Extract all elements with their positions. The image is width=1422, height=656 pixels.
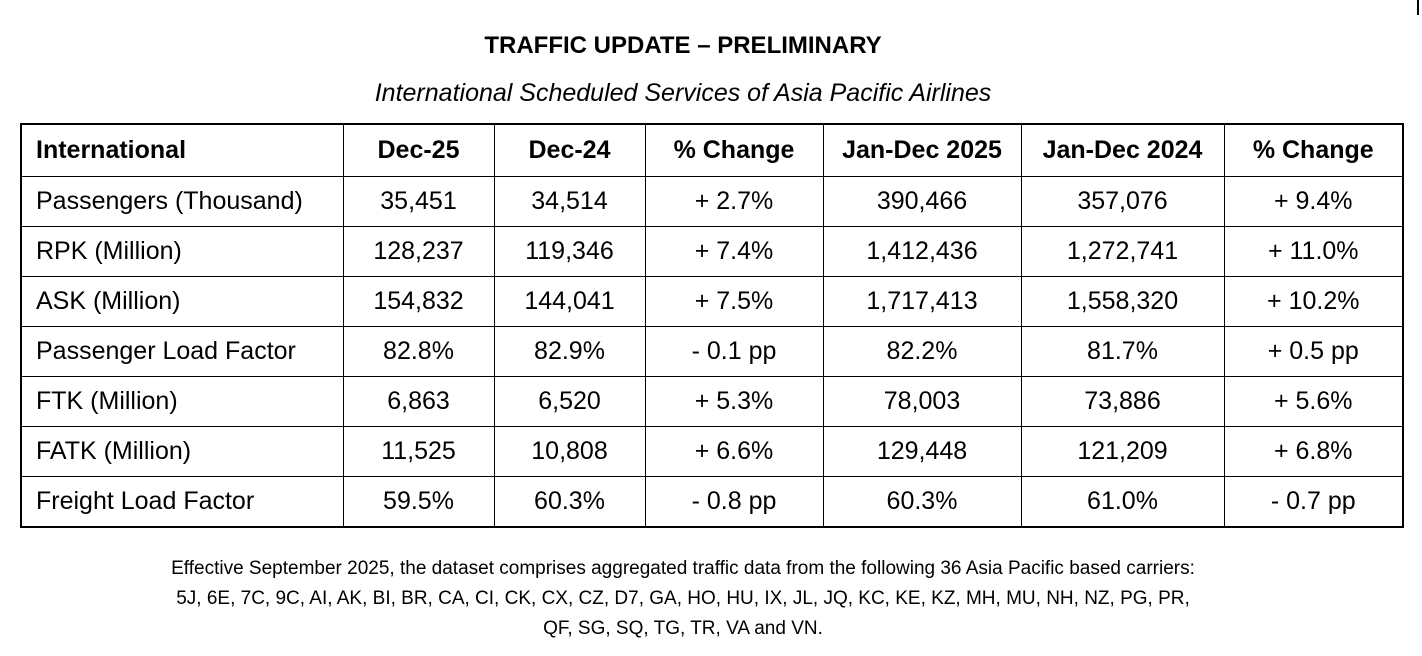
table-header-row: International Dec-25 Dec-24 % Change Jan… (20, 123, 1404, 177)
table-cell: 1,272,741 (1020, 226, 1225, 277)
table-cell: 6,520 (493, 376, 646, 427)
table-cell: 154,832 (342, 276, 495, 327)
table-row: Passenger Load Factor 82.8% 82.9% - 0.1 … (20, 326, 1404, 377)
table-cell: 128,237 (342, 226, 495, 277)
table-cell: 129,448 (822, 426, 1022, 477)
table-cell: + 11.0% (1223, 226, 1404, 277)
row-label: RPK (Million) (20, 226, 344, 277)
table-cell: 34,514 (493, 176, 646, 227)
table-cell: 119,346 (493, 226, 646, 277)
page-edge-mark (1417, 0, 1422, 15)
table-cell: 1,558,320 (1020, 276, 1225, 327)
table-cell: 82.8% (342, 326, 495, 377)
table-cell: - 0.7 pp (1223, 476, 1404, 528)
table-cell: + 7.5% (644, 276, 824, 327)
table-cell: 121,209 (1020, 426, 1225, 477)
column-header-jan-dec-2025: Jan-Dec 2025 (822, 123, 1022, 177)
table-cell: + 2.7% (644, 176, 824, 227)
table-cell: 82.2% (822, 326, 1022, 377)
table-cell: 60.3% (493, 476, 646, 528)
page-title: TRAFFIC UPDATE – PRELIMINARY (484, 32, 882, 59)
table-cell: + 10.2% (1223, 276, 1404, 327)
row-label: ASK (Million) (20, 276, 344, 327)
table-cell: 82.9% (493, 326, 646, 377)
table-row: RPK (Million) 128,237 119,346 + 7.4% 1,4… (20, 226, 1404, 277)
table-row: FTK (Million) 6,863 6,520 + 5.3% 78,003 … (20, 376, 1404, 427)
column-header-monthly-change: % Change (644, 123, 824, 177)
table-cell: 60.3% (822, 476, 1022, 528)
table-cell: - 0.8 pp (644, 476, 824, 528)
table-cell: 357,076 (1020, 176, 1225, 227)
table-row: Freight Load Factor 59.5% 60.3% - 0.8 pp… (20, 476, 1404, 528)
page-subtitle: International Scheduled Services of Asia… (374, 79, 992, 107)
table-cell: 81.7% (1020, 326, 1225, 377)
table-cell: 390,466 (822, 176, 1022, 227)
table-cell: + 5.3% (644, 376, 824, 427)
table-row: FATK (Million) 11,525 10,808 + 6.6% 129,… (20, 426, 1404, 477)
column-header-dec-24: Dec-24 (493, 123, 646, 177)
row-label: Freight Load Factor (20, 476, 344, 528)
table-cell: + 5.6% (1223, 376, 1404, 427)
traffic-table: International Dec-25 Dec-24 % Change Jan… (20, 123, 1404, 528)
table-cell: + 6.8% (1223, 426, 1404, 477)
table-cell: 61.0% (1020, 476, 1225, 528)
table-cell: 59.5% (342, 476, 495, 528)
table-cell: 10,808 (493, 426, 646, 477)
column-header-international: International (20, 123, 344, 177)
table-cell: + 9.4% (1223, 176, 1404, 227)
table-row: ASK (Million) 154,832 144,041 + 7.5% 1,7… (20, 276, 1404, 327)
table-cell: 144,041 (493, 276, 646, 327)
table-cell: + 7.4% (644, 226, 824, 277)
row-label: Passengers (Thousand) (20, 176, 344, 227)
footnote-line: 5J, 6E, 7C, 9C, AI, AK, BI, BR, CA, CI, … (176, 588, 1190, 609)
column-header-ytd-change: % Change (1223, 123, 1404, 177)
table-cell: + 0.5 pp (1223, 326, 1404, 377)
table-cell: 78,003 (822, 376, 1022, 427)
table-row: Passengers (Thousand) 35,451 34,514 + 2.… (20, 176, 1404, 227)
row-label: FATK (Million) (20, 426, 344, 477)
carriers-footnote: Effective September 2025, the dataset co… (0, 554, 1366, 644)
column-header-dec-25: Dec-25 (342, 123, 495, 177)
table-cell: 73,886 (1020, 376, 1225, 427)
row-label: Passenger Load Factor (20, 326, 344, 377)
table-cell: 35,451 (342, 176, 495, 227)
table-cell: 11,525 (342, 426, 495, 477)
table-cell: - 0.1 pp (644, 326, 824, 377)
column-header-jan-dec-2024: Jan-Dec 2024 (1020, 123, 1225, 177)
footnote-line: Effective September 2025, the dataset co… (171, 558, 1195, 579)
table-cell: 6,863 (342, 376, 495, 427)
table-cell: 1,717,413 (822, 276, 1022, 327)
table-cell: 1,412,436 (822, 226, 1022, 277)
footnote-line: QF, SG, SQ, TG, TR, VA and VN. (543, 618, 823, 639)
table-cell: + 6.6% (644, 426, 824, 477)
row-label: FTK (Million) (20, 376, 344, 427)
